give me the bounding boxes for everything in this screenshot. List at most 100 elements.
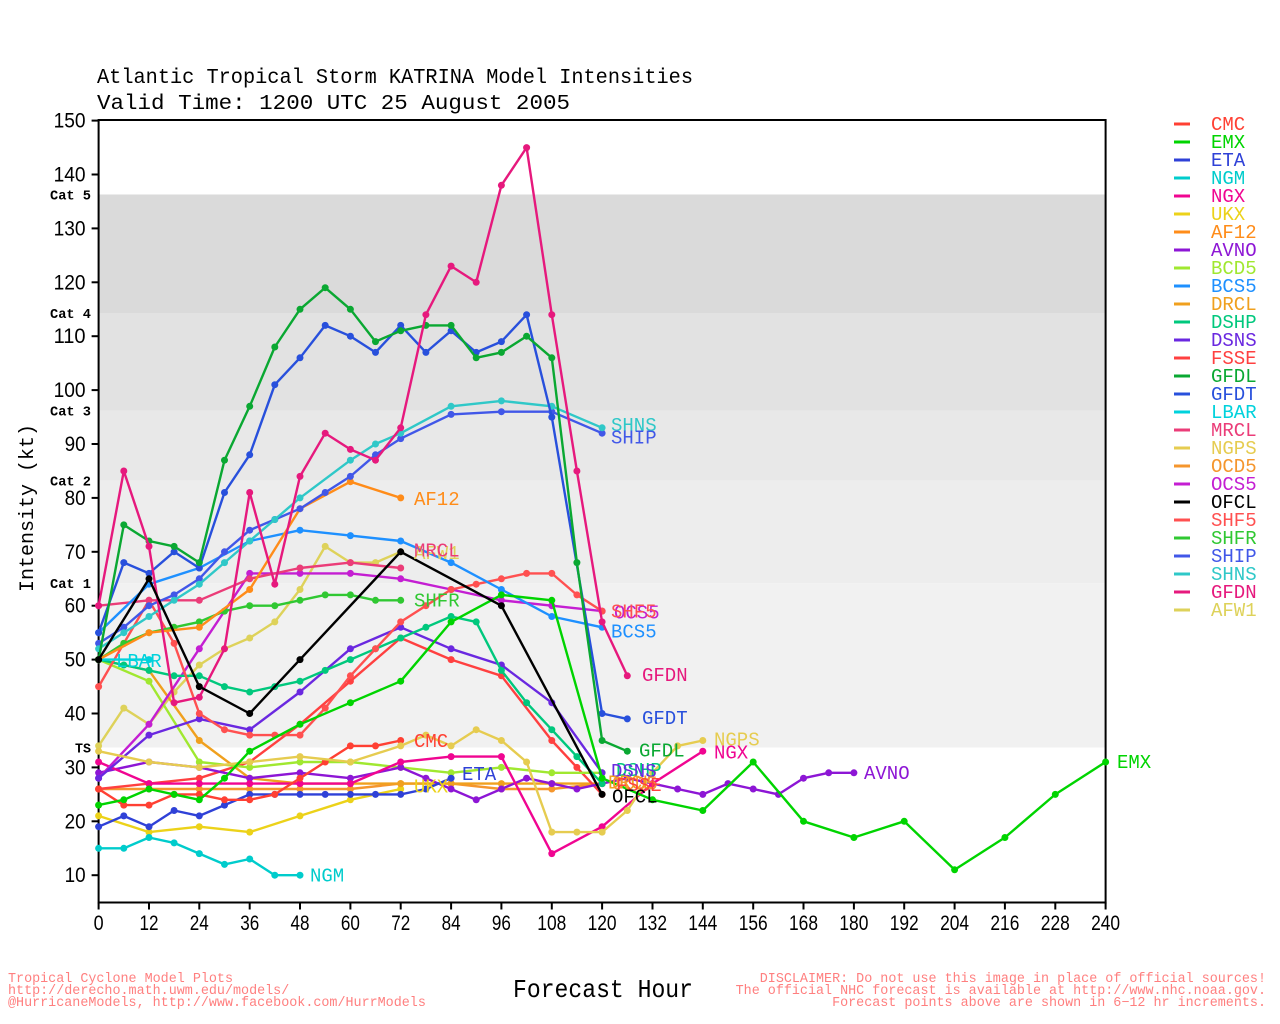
svg-text:DRCL: DRCL [1211,294,1257,316]
svg-text:216: 216 [990,912,1019,935]
svg-text:UKX: UKX [414,776,449,798]
svg-text:96: 96 [492,912,511,935]
svg-text:GFDL: GFDL [639,741,685,763]
svg-text:GFDT: GFDT [642,708,688,730]
svg-text:DISCLAIMER: Do not use this im: DISCLAIMER: Do not use this image in pla… [760,972,1266,987]
svg-text:SHFR: SHFR [414,590,460,612]
svg-text:228: 228 [1041,912,1070,935]
svg-text:240: 240 [1091,912,1120,935]
svg-text:OCD5: OCD5 [1211,456,1257,478]
svg-text:NGX: NGX [714,742,749,764]
svg-text:Atlantic Tropical Storm KATRIN: Atlantic Tropical Storm KATRINA Model In… [97,67,693,90]
svg-text:NGPS: NGPS [714,729,760,751]
svg-text:SHIP: SHIP [611,428,657,450]
svg-text:Forecast Hour: Forecast Hour [513,975,693,1005]
svg-text:Cat 2: Cat 2 [50,475,91,491]
svg-text:10: 10 [65,864,86,887]
svg-text:MRCL: MRCL [1211,420,1257,442]
svg-text:72: 72 [391,912,410,935]
svg-text:EMX: EMX [1117,752,1152,774]
svg-text:AF12: AF12 [1211,222,1257,244]
svg-text:30: 30 [65,756,86,779]
svg-text:GFDN: GFDN [642,665,688,687]
svg-text:120: 120 [588,912,617,935]
svg-text:AFW1: AFW1 [414,543,460,565]
svg-text:DRCL: DRCL [608,773,654,795]
svg-text:CMC: CMC [1211,114,1245,136]
svg-text:180: 180 [839,912,868,935]
svg-text:168: 168 [789,912,818,935]
svg-text:OCS5: OCS5 [1211,474,1257,496]
svg-text:OCD5: OCD5 [612,774,658,796]
svg-text:SHNS: SHNS [1211,564,1257,586]
svg-text:Cat 4: Cat 4 [50,307,91,323]
svg-text:156: 156 [739,912,768,935]
svg-text:OFCL: OFCL [1211,492,1257,514]
svg-text:70: 70 [65,541,86,564]
svg-text:Cat 3: Cat 3 [50,405,91,421]
svg-text:LBAR: LBAR [1211,402,1257,424]
svg-text:@HurricaneModels, http://www.f: @HurricaneModels, http://www.facebook.co… [8,996,426,1011]
svg-text:DSHP: DSHP [1211,312,1257,334]
svg-text:84: 84 [442,912,461,935]
svg-text:ETA: ETA [462,764,497,786]
svg-text:GFDT: GFDT [1211,384,1257,406]
svg-text:40: 40 [65,703,86,726]
svg-text:FSSE: FSSE [616,775,662,797]
svg-text:GFDL: GFDL [1211,366,1257,388]
svg-text:Intensity (kt): Intensity (kt) [17,424,40,592]
svg-text:48: 48 [291,912,310,935]
svg-text:80: 80 [65,487,86,510]
svg-text:EMX: EMX [1211,132,1246,154]
svg-text:Forecast points above are show: Forecast points above are shown in 6−12 … [832,996,1266,1011]
svg-text:100: 100 [54,379,86,402]
svg-text:UKX: UKX [1211,204,1246,226]
svg-text:NGM: NGM [1211,168,1245,190]
svg-text:LBAR: LBAR [116,651,162,673]
svg-text:OFCL: OFCL [612,787,658,809]
svg-text:Tropical Cyclone Model Plots: Tropical Cyclone Model Plots [8,972,233,987]
svg-text:DSNS: DSNS [611,761,657,783]
svg-text:0: 0 [94,912,104,935]
svg-text:60: 60 [341,912,360,935]
svg-text:NGM: NGM [310,866,344,888]
svg-text:FSSE: FSSE [1211,348,1257,370]
svg-text:24: 24 [190,912,209,935]
svg-text:150: 150 [54,110,86,133]
svg-text:192: 192 [890,912,919,935]
svg-text:CMC: CMC [414,731,448,753]
svg-text:BCD5: BCD5 [1211,258,1257,280]
svg-text:50: 50 [65,649,86,672]
svg-text:20: 20 [65,810,86,833]
svg-text:AFW1: AFW1 [1211,600,1257,622]
svg-text:SHF5: SHF5 [611,602,657,624]
svg-text:The official NHC forecast is a: The official NHC forecast is available a… [736,984,1266,999]
svg-text:SHIP: SHIP [1211,546,1257,568]
svg-text:BCS5: BCS5 [611,622,657,644]
svg-text:NGPS: NGPS [1211,438,1257,460]
svg-text:BCS5: BCS5 [1211,276,1257,298]
svg-text:DSHP: DSHP [616,760,662,782]
svg-text:204: 204 [940,912,969,935]
svg-text:144: 144 [688,912,717,935]
svg-text:AVNO: AVNO [1211,240,1257,262]
svg-text:AVNO: AVNO [864,763,910,785]
svg-text:130: 130 [54,217,86,240]
svg-text:GFDN: GFDN [1211,582,1257,604]
svg-text:TS: TS [75,742,91,758]
svg-text:140: 140 [54,164,86,187]
svg-text:ETA: ETA [1211,150,1246,172]
svg-text:108: 108 [537,912,566,935]
svg-text:SHF5: SHF5 [1211,510,1257,532]
svg-text:SHNS: SHNS [611,415,657,437]
svg-text:110: 110 [54,325,86,348]
svg-text:132: 132 [638,912,667,935]
svg-text:Valid Time: 1200 UTC 25 August: Valid Time: 1200 UTC 25 August 2005 [97,93,570,116]
svg-text:Cat 5: Cat 5 [50,189,91,205]
svg-text:http://derecho.math.uwm.edu/mo: http://derecho.math.uwm.edu/models/ [8,984,289,999]
svg-text:120: 120 [54,271,86,294]
svg-text:DSNS: DSNS [1211,330,1257,352]
svg-text:36: 36 [240,912,259,935]
svg-text:MRCL: MRCL [414,541,460,563]
svg-text:60: 60 [65,595,86,618]
